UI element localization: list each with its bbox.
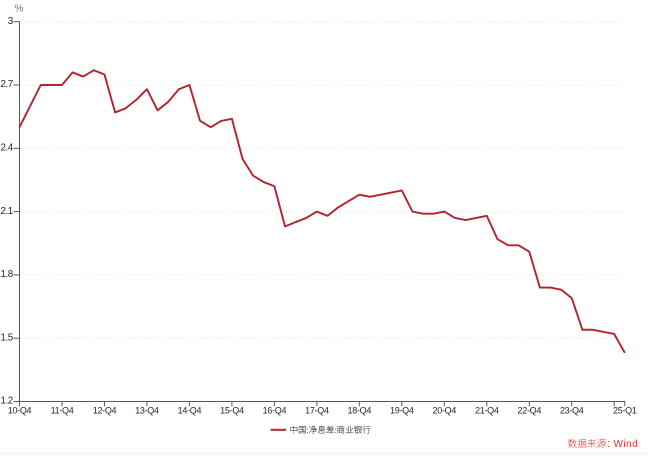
svg-text:16-Q4: 16-Q4 xyxy=(263,405,287,415)
svg-text:3: 3 xyxy=(8,16,14,27)
svg-text:12-Q4: 12-Q4 xyxy=(93,405,117,415)
svg-text:10-Q4: 10-Q4 xyxy=(8,405,32,415)
svg-text:15-Q4: 15-Q4 xyxy=(220,405,244,415)
svg-text:20-Q4: 20-Q4 xyxy=(433,405,457,415)
svg-text:21-Q4: 21-Q4 xyxy=(475,405,499,415)
svg-text:2.1: 2.1 xyxy=(0,206,12,217)
svg-text:14-Q4: 14-Q4 xyxy=(178,405,202,415)
svg-text:25-Q1: 25-Q1 xyxy=(613,405,637,415)
svg-text:1.2: 1.2 xyxy=(0,396,12,407)
svg-text:22-Q4: 22-Q4 xyxy=(518,405,542,415)
svg-text:1.5: 1.5 xyxy=(0,332,13,343)
svg-text:Wind: Wind xyxy=(614,439,639,450)
svg-text:18-Q4: 18-Q4 xyxy=(348,405,372,415)
svg-text:2.4: 2.4 xyxy=(0,143,13,154)
svg-text:%: % xyxy=(15,4,24,15)
svg-text:13-Q4: 13-Q4 xyxy=(135,405,159,415)
svg-text:17-Q4: 17-Q4 xyxy=(305,405,329,415)
svg-text:19-Q4: 19-Q4 xyxy=(390,405,414,415)
svg-text:2.7: 2.7 xyxy=(0,79,12,90)
svg-text:23-Q4: 23-Q4 xyxy=(560,405,584,415)
svg-text:1.8: 1.8 xyxy=(0,269,13,280)
svg-text:11-Q4: 11-Q4 xyxy=(51,405,74,415)
